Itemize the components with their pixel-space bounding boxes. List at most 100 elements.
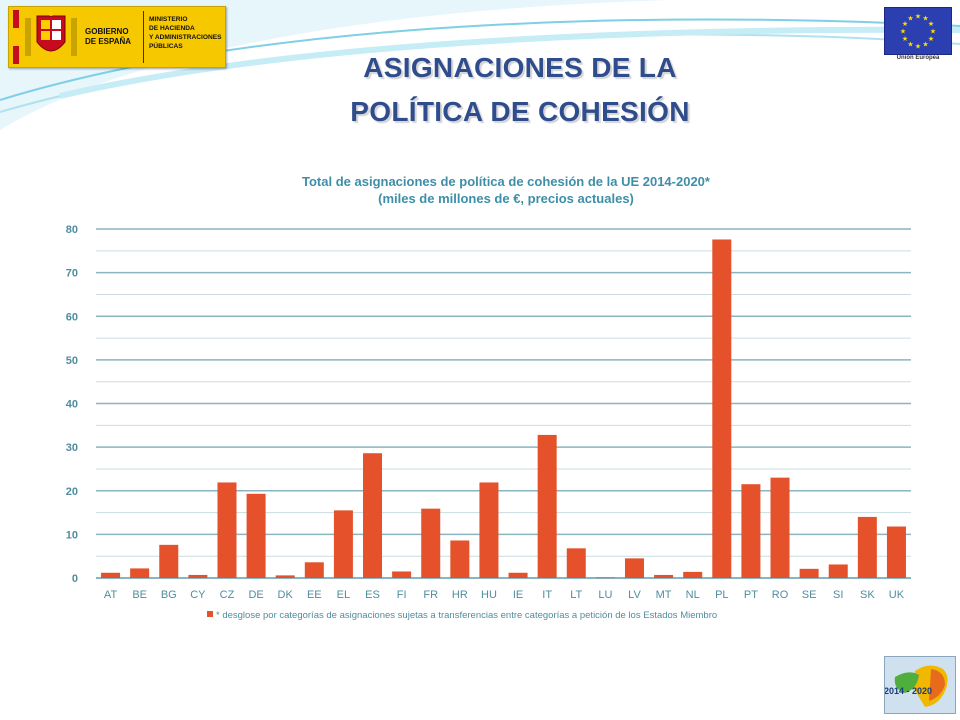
header-swoosh — [0, 0, 960, 130]
logo-divider — [143, 11, 144, 63]
bars — [101, 239, 906, 579]
bar-ee — [304, 562, 324, 578]
chart-title-line-1: Total de asignaciones de política de coh… — [302, 174, 711, 189]
x-tick-label: BG — [161, 589, 177, 601]
bar-sk — [857, 516, 877, 578]
x-tick-label: FR — [423, 589, 438, 601]
x-tick-label: FI — [397, 589, 407, 601]
programme-badge-text: 2014 - 2020 — [885, 686, 932, 696]
bar-lt — [566, 548, 586, 578]
x-tick-label: SE — [802, 589, 817, 601]
bar-mt — [654, 574, 674, 578]
eu-flag-icon: ★ ★ ★ ★ ★ ★ ★ ★ ★ ★ ★ ★ — [884, 7, 952, 55]
bar-cz — [217, 482, 237, 578]
y-tick-label: 0 — [72, 573, 78, 585]
bar-pt — [741, 484, 761, 578]
y-tick-label: 40 — [66, 399, 78, 411]
bar-at — [101, 572, 121, 578]
y-axis-ticks: 0 10 20 30 40 50 60 70 80 — [66, 224, 78, 585]
ministry-line-3: Y ADMINISTRACIONES — [149, 34, 222, 41]
programme-badge: 2014 - 2020 — [884, 656, 956, 714]
legend-note: * desglose por categorías de asignacione… — [216, 610, 717, 621]
bar-lu — [595, 577, 615, 579]
bar-el — [333, 510, 353, 578]
bar-dk — [275, 575, 295, 578]
y-tick-label: 50 — [66, 355, 78, 367]
eu-star-icon: ★ — [907, 15, 913, 23]
x-tick-label: PT — [744, 589, 758, 601]
bar-se — [799, 568, 819, 578]
x-tick-label: MT — [656, 589, 672, 601]
x-tick-label: IE — [513, 589, 523, 601]
bar-nl — [683, 571, 703, 578]
bar-bg — [159, 544, 179, 578]
x-tick-label: LU — [598, 589, 612, 601]
bar-cy — [188, 574, 208, 578]
x-tick-label: DK — [278, 589, 294, 601]
x-tick-label: HR — [452, 589, 468, 601]
x-tick-label: CY — [190, 589, 206, 601]
bar-pl — [712, 239, 732, 578]
x-tick-label: SI — [833, 589, 843, 601]
bar-ie — [508, 572, 528, 578]
x-tick-label: SK — [860, 589, 875, 601]
x-tick-label: HU — [481, 589, 497, 601]
y-tick-label: 70 — [66, 268, 78, 280]
eu-star-icon: ★ — [922, 40, 928, 48]
page-title-line-2: POLÍTICA DE COHESIÓN — [350, 96, 690, 127]
eu-star-icon: ★ — [902, 20, 908, 28]
bar-lv — [624, 558, 644, 578]
x-tick-label: CZ — [220, 589, 235, 601]
bar-de — [246, 493, 266, 578]
bar-si — [828, 564, 848, 578]
eu-star-icon: ★ — [915, 13, 921, 21]
coat-of-arms-icon — [25, 12, 77, 56]
x-axis-ticks: AT BE BG CY CZ DE DK EE EL ES FI FR HR HU IE IT LT LU LV MT… — [104, 589, 905, 601]
ministry-line-2: DE HACIENDA — [149, 25, 195, 32]
eu-star-icon: ★ — [902, 35, 908, 43]
page-title-line-1: ASIGNACIONES DE LA — [363, 52, 677, 83]
government-name-line-2: DE ESPAÑA — [85, 37, 132, 46]
x-tick-label: LV — [628, 589, 641, 601]
eu-star-icon: ★ — [907, 40, 913, 48]
eu-star-icon: ★ — [915, 43, 921, 51]
spain-flag-stripe — [13, 10, 19, 64]
y-tick-label: 30 — [66, 442, 78, 454]
chart-title-line-2: (miles de millones de €, precios actuale… — [378, 191, 634, 206]
bar-uk — [886, 526, 906, 578]
eu-logo: ★ ★ ★ ★ ★ ★ ★ ★ ★ ★ ★ ★ Unión Europea — [884, 7, 952, 65]
x-tick-label: BE — [132, 589, 147, 601]
bar-fr — [421, 508, 441, 578]
eu-caption: Unión Europea — [896, 55, 940, 61]
y-tick-label: 20 — [66, 486, 78, 498]
x-tick-label: PL — [715, 589, 728, 601]
x-tick-label: EL — [337, 589, 350, 601]
x-tick-label: UK — [889, 589, 905, 601]
government-name-line-1: GOBIERNO — [85, 27, 129, 36]
eu-star-icon: ★ — [900, 28, 906, 36]
legend-swatch — [207, 611, 213, 617]
y-tick-label: 80 — [66, 224, 78, 236]
programme-badge-icon: 2014 - 2020 — [884, 665, 948, 707]
x-tick-label: AT — [104, 589, 118, 601]
bar-es — [363, 453, 383, 578]
government-name: GOBIERNO DE ESPAÑA — [85, 27, 145, 47]
y-tick-label: 10 — [66, 529, 78, 541]
x-tick-label: EE — [307, 589, 322, 601]
bar-it — [537, 434, 557, 578]
ministry-line-1: MINISTERIO — [149, 16, 188, 23]
y-tick-label: 60 — [66, 311, 78, 323]
x-tick-label: DE — [248, 589, 263, 601]
government-logo: GOBIERNO DE ESPAÑA MINISTERIO DE HACIEND… — [8, 6, 226, 68]
eu-star-icon: ★ — [922, 15, 928, 23]
eu-star-icon: ★ — [930, 28, 936, 36]
bar-be — [130, 568, 150, 578]
x-tick-label: ES — [365, 589, 380, 601]
x-tick-label: RO — [772, 589, 789, 601]
x-tick-label: NL — [686, 589, 700, 601]
bar-ro — [770, 477, 790, 578]
eu-star-icon: ★ — [928, 35, 934, 43]
ministry-line-4: PÚBLICAS — [149, 43, 183, 50]
x-tick-label: IT — [542, 589, 552, 601]
